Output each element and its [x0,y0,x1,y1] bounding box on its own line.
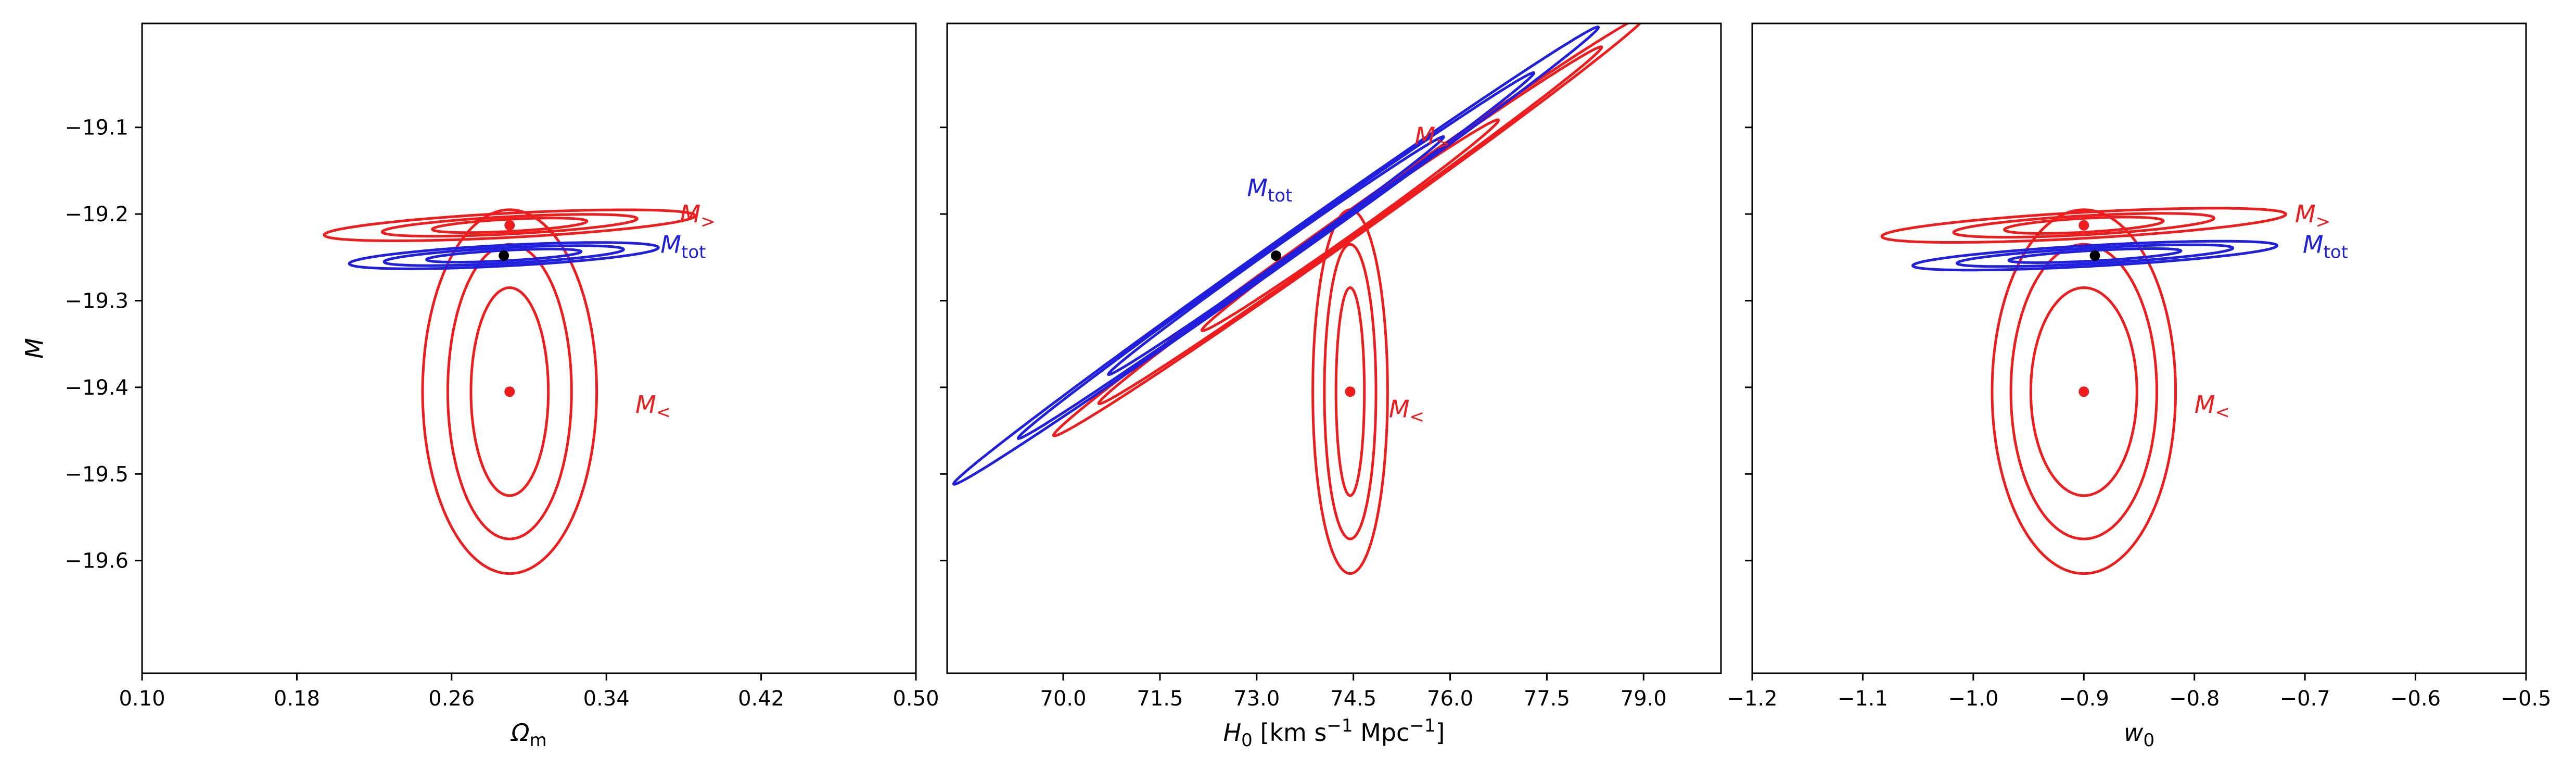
contour-m-2 [1097,45,1603,406]
contour-m-3 [1991,208,2177,575]
y-tick-label: −19.3 [65,289,129,313]
x-tick-label: 0.50 [892,687,939,711]
y-tick-label: −19.1 [65,116,129,140]
best-fit-point [2078,220,2089,231]
contour-mtot-2 [1955,243,2235,268]
contour-m-1 [431,217,589,234]
plot-area [952,23,1642,575]
x-tick-label: −1.0 [1948,687,1998,711]
contour-m-3 [323,208,697,242]
x-tick-label: 71.5 [1137,687,1183,711]
panel-1: 0.10 0.18 0.26 0.34 0.42 0.50 −19.1 −19.2 −19.3 −… [20,22,939,751]
x-tick-label: −0.9 [2059,687,2109,711]
x-tick-label: 73.0 [1233,687,1280,711]
best-fit-point [504,220,515,231]
x-tick-label: −0.8 [2169,687,2220,711]
contour-mtot-3 [1911,240,2279,272]
best-fit-point [499,250,509,261]
contour-m-1 [2003,216,2165,235]
label-m-less: M< [1389,395,1424,427]
x-tick-label: −0.6 [2390,687,2441,711]
axes-frame [946,22,1722,674]
x-tick-label: −0.7 [2280,687,2330,711]
x-tick-label: −0.5 [2501,687,2551,711]
x-tick-label: 74.5 [1330,687,1376,711]
x-tick-label: −1.1 [1838,687,1888,711]
best-fit-point [1270,250,1281,261]
contour-mtot-2 [1016,71,1536,440]
plot-area [323,208,697,575]
label-m-less: M< [635,391,671,423]
x-tick-label: 0.42 [738,687,784,711]
contour-m-2 [380,213,639,238]
contour-mtot-1 [425,247,583,264]
y-tick-label: −19.6 [65,549,129,573]
best-fit-point [504,386,515,397]
panel-2: 70.0 71.5 73.0 74.5 76.0 77.5 79.0 H0 [km s−1 M… [940,22,1722,751]
x-axis-label: w0 [2124,719,2154,751]
best-fit-point [2089,250,2100,261]
x-tick-label: −1.2 [1727,687,1777,711]
label-m-less: M< [2195,391,2230,423]
contour-m-2 [1323,243,1378,540]
y-tick-label: −19.4 [65,376,129,400]
contour-mtot-1 [2007,247,2183,264]
label-m-tot: Mtot [2303,230,2348,262]
contour-mtot-3 [348,241,660,270]
contour-m-2 [1952,212,2216,239]
label-m-greater: M> [2295,200,2330,232]
x-axis-label: H0 [km s−1 Mpc−1] [1223,715,1445,751]
x-tick-label: 76.0 [1427,687,1473,711]
contour-m-1 [2029,286,2138,497]
label-m-greater: M> [1414,122,1450,154]
x-axis-label: Ωm [510,719,546,751]
panel-3: −1.2 −1.1 −1.0 −0.9 −0.8 −0.7 −0.6 −0.5 w0 M< M>Mt… [1727,22,2552,751]
x-tick-label: 0.34 [583,687,630,711]
label-m-greater: M> [680,200,715,232]
x-tick-label: 70.0 [1040,687,1087,711]
x-tick-label: 77.5 [1524,687,1570,711]
contour-m-1 [469,286,550,497]
best-fit-point [1345,386,1356,397]
x-tick-label: 0.26 [428,687,475,711]
contour-mtot-2 [382,244,625,267]
label-m-tot: Mtot [660,230,706,262]
x-tick-label: 79.0 [1621,687,1667,711]
y-tick-label: −19.5 [65,462,129,486]
contour-m-1 [1334,286,1366,497]
contour-m-3 [1311,208,1389,575]
contour-m-1 [1200,118,1500,332]
best-fit-point [2078,386,2089,397]
contour-m-3 [1052,23,1642,437]
contour-m-3 [1880,207,2287,244]
plot-area [1880,207,2287,575]
contour-mtot-3 [952,26,1600,486]
y-tick-label: −19.2 [65,203,129,226]
x-tick-label: 0.10 [119,687,165,711]
axes-frame [1751,22,2527,674]
contour-mtot-1 [1107,135,1445,376]
label-m-tot: Mtot [1247,174,1292,206]
x-tick-label: 0.18 [274,687,320,711]
y-axis-label: M [20,338,48,359]
axes-frame [141,22,917,674]
